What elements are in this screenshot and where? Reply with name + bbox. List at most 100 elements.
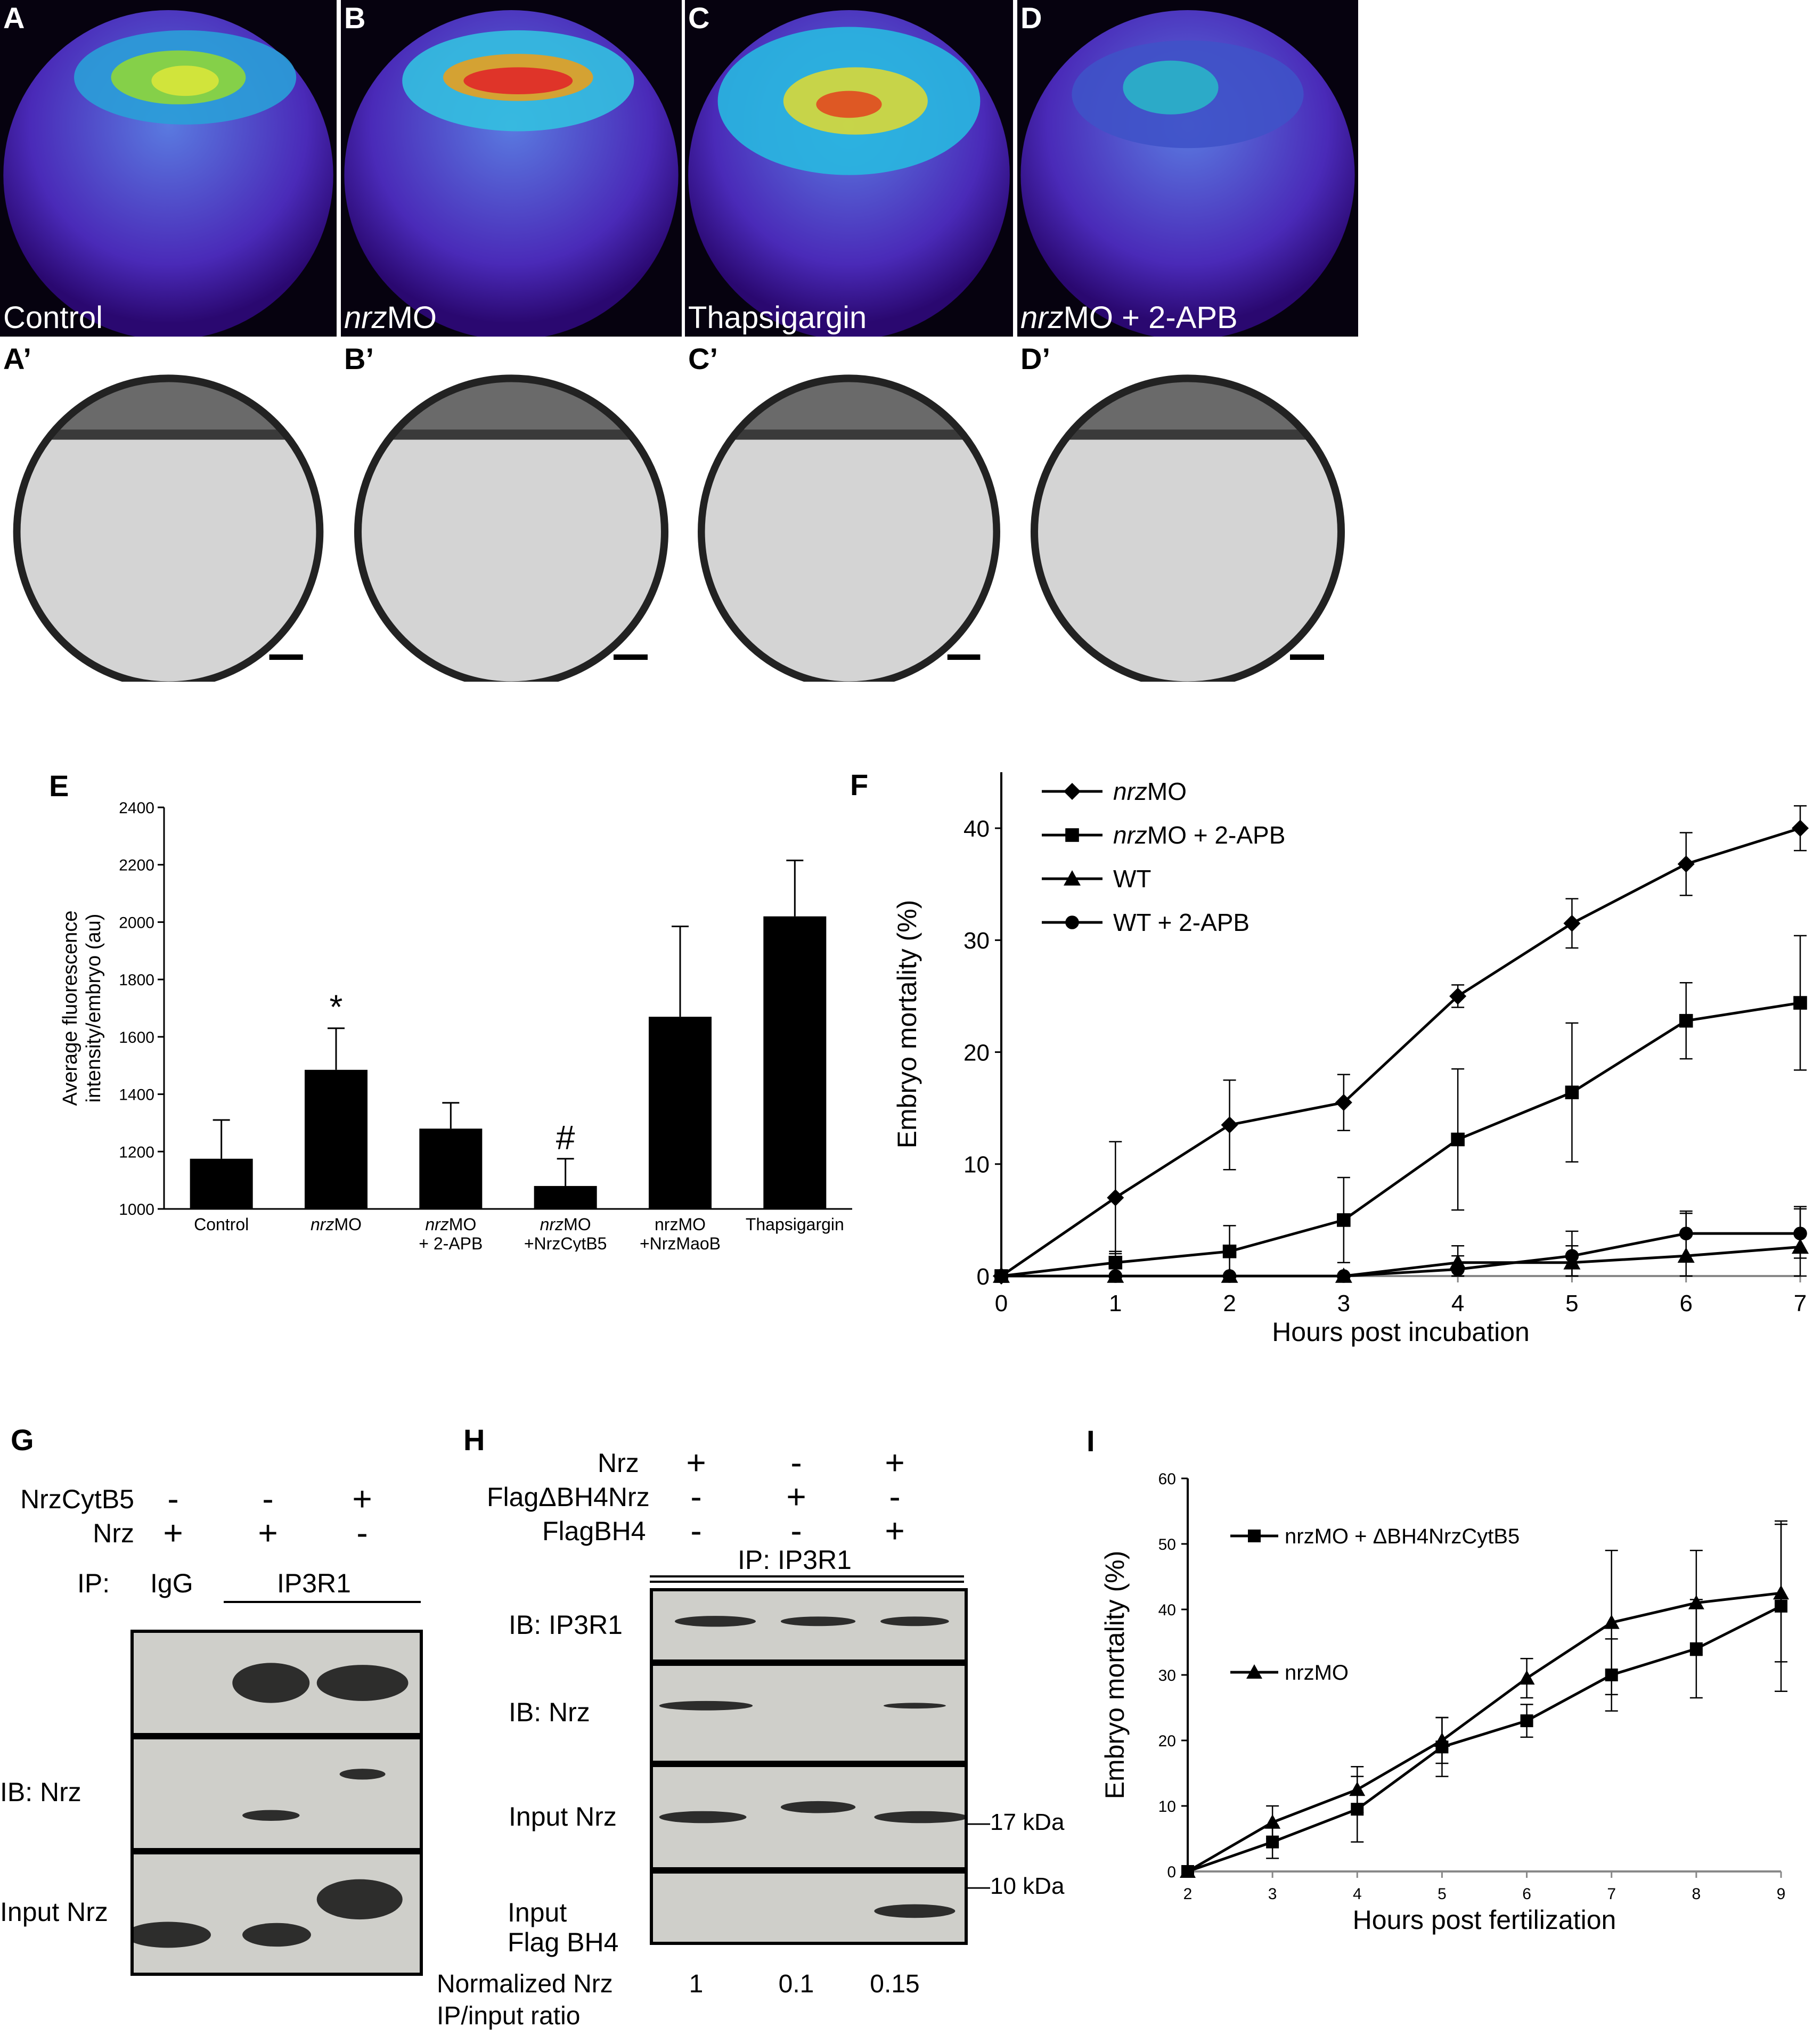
panel-letter-4-prime: D’ <box>1020 342 1050 375</box>
condition-sign: - <box>790 1443 802 1482</box>
x-axis-label: Hours post fertilization <box>1353 1905 1616 1935</box>
y-tick-label: 1800 <box>119 971 154 989</box>
significance-mark: # <box>556 1118 575 1157</box>
protein-band <box>242 1923 311 1947</box>
condition-sign: - <box>690 1477 702 1516</box>
protein-band <box>880 1616 949 1626</box>
x-axis-label: Hours post incubation <box>1272 1317 1530 1347</box>
embryo-outline <box>1031 374 1345 682</box>
ip-label: IP: IP3R1 <box>738 1545 852 1575</box>
x-tick-label: 0 <box>995 1290 1008 1317</box>
condition-sign: + <box>885 1443 905 1482</box>
y-tick-label: 10 <box>1158 1798 1176 1816</box>
triangle-marker <box>1349 1781 1366 1796</box>
square-marker <box>1248 1530 1261 1542</box>
protein-band <box>780 1801 856 1813</box>
size-marker-10kda: —10 kDa <box>967 1873 1065 1899</box>
y-tick-label: 0 <box>977 1264 990 1290</box>
blastoderm <box>701 378 997 430</box>
condition-sign: - <box>262 1479 274 1518</box>
legend-entry: nrzMO + ΔBH4NrzCytB5 <box>1285 1525 1520 1548</box>
circle-marker <box>1565 1249 1579 1263</box>
panel-letter-g: G <box>11 1423 34 1457</box>
blastoderm <box>1034 378 1341 430</box>
triangle-marker <box>1518 1670 1535 1685</box>
panel-letter-a: A <box>3 1 25 35</box>
triangle-marker <box>1180 1863 1196 1878</box>
x-tick-label: 9 <box>1777 1885 1786 1903</box>
ratio-value: 0.1 <box>778 1970 814 1998</box>
ip-label: IP: <box>77 1568 110 1598</box>
line-chart-mortality-incubation: 0 10 20 30 40 0 1 2 3 4 5 6 7 Hours post incubation Em… <box>884 756 1813 1374</box>
scale-bar <box>614 654 648 660</box>
condition-sign: - <box>790 1511 802 1550</box>
ip-bracket-line <box>224 1601 421 1603</box>
condition-sign: + <box>786 1477 806 1516</box>
circle-marker <box>994 1269 1008 1283</box>
y-tick-label: 1600 <box>119 1029 154 1046</box>
x-tick-label: 5 <box>1438 1885 1447 1903</box>
square-marker <box>1520 1714 1533 1728</box>
blot-strip <box>650 1870 968 1945</box>
triangle-marker <box>1064 870 1081 886</box>
circle-marker <box>1108 1269 1123 1283</box>
blot-strip <box>650 1588 968 1663</box>
y-tick-label: 60 <box>1158 1470 1176 1488</box>
image-caption-d: nrzMO + 2-APB <box>1020 300 1238 335</box>
condition-sign: - <box>690 1511 702 1550</box>
blot-row-label: IB: IP3R1 <box>509 1610 623 1640</box>
condition-sign: + <box>686 1443 706 1482</box>
x-category-label: nrzMO <box>311 1215 362 1234</box>
bar <box>419 1129 483 1209</box>
square-marker <box>1222 1244 1237 1258</box>
blot-row-label: IB: Nrz <box>0 1777 81 1807</box>
x-tick-label: 7 <box>1794 1290 1807 1317</box>
blot-strip <box>650 1663 968 1764</box>
legend-entry: WT <box>1113 865 1152 893</box>
protein-band <box>883 1703 946 1709</box>
panel-letter-h: H <box>463 1423 485 1457</box>
ip-ip3r1-label: IP3R1 <box>277 1568 351 1598</box>
bar <box>305 1069 368 1209</box>
ratio-label-line1: Normalized Nrz <box>437 1970 613 1998</box>
x-tick-label: 5 <box>1565 1290 1578 1317</box>
blot-row-label: Flag BH4 <box>508 1927 619 1957</box>
x-tick-label: 8 <box>1692 1885 1701 1903</box>
triangle-marker <box>1246 1664 1262 1679</box>
y-tick-label: 1200 <box>119 1143 154 1161</box>
scale-bar <box>269 654 303 660</box>
circle-marker <box>1065 915 1079 929</box>
diamond-marker <box>1563 914 1581 932</box>
y-tick-label: 1400 <box>119 1086 154 1104</box>
panel-letter-e: E <box>49 769 69 803</box>
ratio-value: 0.15 <box>870 1970 920 1998</box>
embryo-outline <box>13 374 324 682</box>
series-line <box>1001 1001 1801 1278</box>
bar <box>190 1158 253 1209</box>
square-marker <box>1565 1085 1579 1100</box>
y-tick-label: 20 <box>963 1040 990 1066</box>
western-blot-panel-g: G NrzCytB5- - + Nrz + + - IP: IgG IP3R1 IB: Nrz Inpu… <box>0 1417 437 1976</box>
series-line <box>1187 1591 1782 1873</box>
panel-letter-i: I <box>1087 1424 1095 1458</box>
protein-band <box>339 1769 386 1780</box>
protein-band <box>242 1810 300 1821</box>
diamond-marker <box>1107 1189 1124 1206</box>
y-tick-label: 1000 <box>119 1201 154 1219</box>
y-tick-label: 40 <box>1158 1601 1176 1619</box>
ip-igg-label: IgG <box>150 1568 193 1598</box>
fluorescence-image-c: C Thapsigargin <box>685 0 1013 337</box>
y-axis-label: Embryo mortality (%) <box>892 900 922 1149</box>
brightfield-image-1: A’ <box>0 341 337 682</box>
x-category-label: Control <box>194 1215 249 1234</box>
square-marker <box>1451 1132 1465 1147</box>
x-tick-label: 2 <box>1223 1290 1236 1317</box>
legend-entry: nrzMO + 2-APB <box>1113 821 1285 849</box>
square-marker <box>1065 828 1079 842</box>
x-tick-label: 2 <box>1183 1885 1193 1903</box>
x-category-label-line2: +NrzMaoB <box>640 1234 721 1252</box>
image-caption-b: nrzMO <box>344 300 437 335</box>
condition-label: Nrz <box>598 1448 639 1478</box>
diamond-marker <box>1792 820 1809 837</box>
protein-band <box>316 1665 409 1701</box>
